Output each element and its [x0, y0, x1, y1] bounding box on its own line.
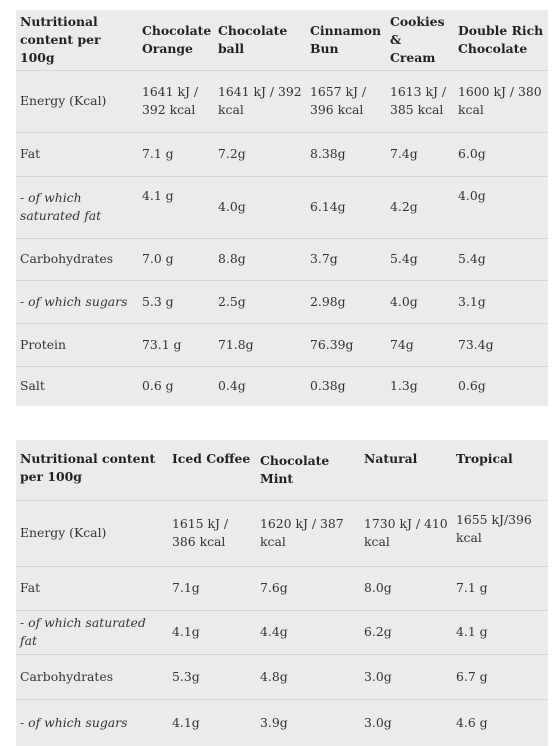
header-cell: Nutritional content per 100g	[20, 451, 156, 484]
table-row: Energy (Kcal) 1615 kJ / 386 kcal 1620 kJ…	[16, 499, 548, 566]
header-cell: Iced Coffee	[172, 451, 251, 466]
table-cell: 1657 kJ / 396 kcal	[306, 69, 386, 132]
table-cell: 1600 kJ / 380 kcal	[454, 69, 548, 132]
table-row: - of which saturated fat 4.1 g 4.0g 6.14…	[16, 175, 548, 238]
row-label: - of which sugars	[16, 698, 168, 746]
table-cell: 7.4g	[386, 131, 454, 176]
table-cell: 0.38g	[306, 365, 386, 406]
row-label: Energy (Kcal)	[16, 69, 138, 132]
nutrition-table-1: Nutritional content per 100g Chocolate O…	[16, 10, 548, 406]
table-cell: 1613 kJ / 385 kcal	[386, 69, 454, 132]
row-label: Fat	[16, 131, 138, 176]
table-cell: 1615 kJ / 386 kcal	[168, 499, 256, 566]
table-cell: 74g	[386, 322, 454, 366]
table-cell: 6.2g	[360, 609, 452, 654]
table-cell: 4.1 g	[138, 175, 214, 238]
table-cell: 1.3g	[386, 365, 454, 406]
header-cell: Chocolate ball	[218, 22, 288, 56]
table-cell: 4.6 g	[452, 698, 548, 746]
table-cell: 5.4g	[386, 237, 454, 280]
table-cell: 5.3 g	[138, 279, 214, 323]
header-cell: Natural	[364, 451, 418, 466]
table-cell: 76.39g	[306, 322, 386, 366]
header-cell: Double Rich Chocolate	[458, 22, 544, 56]
table-cell: 8.38g	[306, 131, 386, 176]
table-cell: 1655 kJ/396 kcal	[452, 499, 548, 566]
table-cell: 0.6 g	[138, 365, 214, 406]
table-cell: 3.0g	[360, 653, 452, 699]
table-cell: 8.8g	[214, 237, 306, 280]
table-cell: 4.0g	[214, 175, 306, 238]
table-cell: 1620 kJ / 387 kcal	[256, 499, 360, 566]
header-cell: Cookies & Cream	[390, 13, 445, 65]
table-cell: 6.7 g	[452, 653, 548, 699]
table-cell: 4.1g	[168, 609, 256, 654]
table-cell: 7.1 g	[452, 565, 548, 610]
row-label: - of which saturated fat	[16, 609, 168, 654]
table-row: Fat 7.1 g 7.2g 8.38g 7.4g 6.0g	[16, 131, 548, 176]
table-cell: 3.0g	[360, 698, 452, 746]
table-header-row: Nutritional content per 100g Iced Coffee…	[16, 440, 548, 500]
table-cell: 3.9g	[256, 698, 360, 746]
table-cell: 4.0g	[454, 175, 548, 238]
table-row: Carbohydrates 7.0 g 8.8g 3.7g 5.4g 5.4g	[16, 237, 548, 280]
table-cell: 0.4g	[214, 365, 306, 406]
table-cell: 7.1 g	[138, 131, 214, 176]
table-cell: 6.14g	[306, 175, 386, 238]
row-label: Fat	[16, 565, 168, 610]
row-label: Carbohydrates	[16, 653, 168, 699]
table-row: Fat 7.1g 7.6g 8.0g 7.1 g	[16, 565, 548, 610]
table-cell: 4.8g	[256, 653, 360, 699]
row-label: Carbohydrates	[16, 237, 138, 280]
row-label: Salt	[16, 365, 138, 406]
header-cell: Nutritional content per 100g	[20, 13, 101, 65]
table-cell: 1730 kJ / 410 kcal	[360, 499, 452, 566]
header-cell: Chocolate Mint	[260, 452, 330, 486]
table-cell: 7.2g	[214, 131, 306, 176]
nutrition-table-2: Nutritional content per 100g Iced Coffee…	[16, 440, 548, 746]
row-label: Protein	[16, 322, 138, 366]
row-label: - of which sugars	[16, 279, 138, 323]
table-cell: 2.98g	[306, 279, 386, 323]
table-row: - of which sugars 4.1g 3.9g 3.0g 4.6 g	[16, 698, 548, 746]
table-cell: 73.4g	[454, 322, 548, 366]
table-cell: 7.0 g	[138, 237, 214, 280]
table-cell: 5.4g	[454, 237, 548, 280]
table-cell: 4.1g	[168, 698, 256, 746]
table-cell: 5.3g	[168, 653, 256, 699]
table-cell: 0.6g	[454, 365, 548, 406]
table-cell: 8.0g	[360, 565, 452, 610]
header-cell: Chocolate Orange	[142, 22, 212, 56]
table-cell: 6.0g	[454, 131, 548, 176]
table-cell: 3.7g	[306, 237, 386, 280]
table-cell: 71.8g	[214, 322, 306, 366]
header-cell: Tropical	[456, 451, 513, 466]
table-cell: 4.1 g	[452, 609, 548, 654]
table-row: - of which sugars 5.3 g 2.5g 2.98g 4.0g …	[16, 279, 548, 323]
table-cell: 2.5g	[214, 279, 306, 323]
table-cell: 1641 kJ / 392 kcal	[214, 69, 306, 132]
table-row: Carbohydrates 5.3g 4.8g 3.0g 6.7 g	[16, 653, 548, 699]
table-cell: 3.1g	[454, 279, 548, 323]
table-header-row: Nutritional content per 100g Chocolate O…	[16, 10, 548, 70]
table-cell: 4.2g	[386, 175, 454, 238]
table-row: Energy (Kcal) 1641 kJ / 392 kcal 1641 kJ…	[16, 69, 548, 132]
table-cell: 4.0g	[386, 279, 454, 323]
table-row: Protein 73.1 g 71.8g 76.39g 74g 73.4g	[16, 322, 548, 366]
table-cell: 4.4g	[256, 609, 360, 654]
table-row: Salt 0.6 g 0.4g 0.38g 1.3g 0.6g	[16, 365, 548, 406]
table-row: - of which saturated fat 4.1g 4.4g 6.2g …	[16, 609, 548, 654]
header-cell: Cinnamon Bun	[310, 22, 381, 56]
table-cell: 73.1 g	[138, 322, 214, 366]
row-label: - of which saturated fat	[16, 175, 138, 238]
table-cell: 7.6g	[256, 565, 360, 610]
table-cell: 7.1g	[168, 565, 256, 610]
table-cell: 1641 kJ / 392 kcal	[138, 69, 214, 132]
row-label: Energy (Kcal)	[16, 499, 168, 566]
